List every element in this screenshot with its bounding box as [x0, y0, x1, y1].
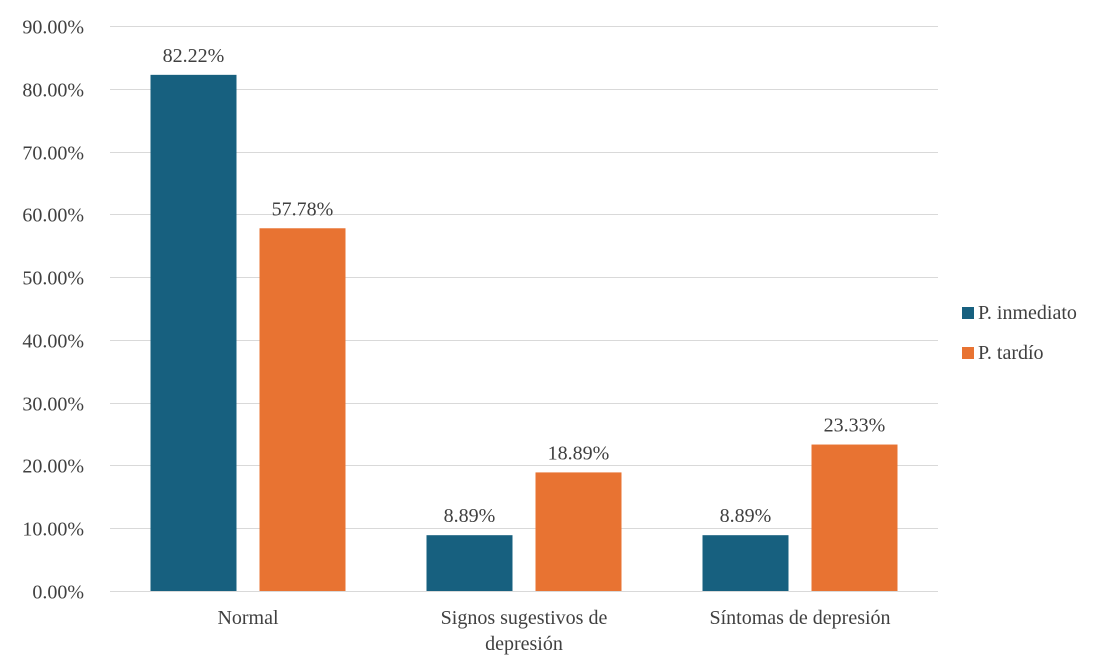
y-tick-label: 20.00%: [22, 456, 84, 478]
y-tick-label: 50.00%: [22, 268, 84, 290]
bar-inmediato-1: [426, 535, 513, 591]
data-label: 82.22%: [163, 45, 225, 67]
y-tick-label: 40.00%: [22, 331, 84, 353]
legend: P. inmediato P. tardío: [962, 300, 1077, 380]
x-tick-label: Signos sugestivos de depresión: [441, 607, 608, 655]
data-label: 8.89%: [720, 505, 772, 527]
y-tick-label: 90.00%: [22, 17, 84, 39]
bar-tardio-0: [259, 228, 346, 591]
y-axis-ticks: 0.00% 10.00% 20.00% 30.00% 40.00% 50.00% 60.00…: [22, 17, 84, 604]
legend-item-series-1: P. tardío: [962, 340, 1077, 366]
bar-inmediato-0: [150, 74, 237, 591]
legend-label-series-1: P. tardío: [978, 341, 1044, 364]
y-tick-label: 60.00%: [22, 205, 84, 227]
legend-swatch-series-1: [962, 347, 974, 359]
data-label: 8.89%: [444, 505, 496, 527]
legend-swatch-series-0: [962, 307, 974, 319]
data-label: 23.33%: [824, 415, 886, 437]
legend-item-series-0: P. inmediato: [962, 300, 1077, 326]
bar-tardio-2: [811, 444, 898, 591]
bars: [150, 74, 898, 591]
x-axis-ticks: Normal Signos sugestivos de depresión Sínto…: [217, 607, 890, 655]
data-label: 57.78%: [272, 198, 334, 220]
legend-label-series-0: P. inmediato: [978, 301, 1077, 324]
x-tick-label: Síntomas de depresión: [709, 607, 890, 629]
gridlines: [110, 26, 938, 592]
y-tick-label: 80.00%: [22, 80, 84, 102]
bar-tardio-1: [535, 472, 622, 591]
data-labels: 82.22% 57.78% 8.89% 18.89% 8.89% 23.33%: [163, 45, 886, 527]
y-tick-label: 30.00%: [22, 394, 84, 416]
y-tick-label: 10.00%: [22, 519, 84, 541]
x-tick-label: Normal: [217, 607, 279, 629]
bar-inmediato-2: [702, 535, 789, 591]
y-tick-label: 0.00%: [32, 582, 84, 604]
y-tick-label: 70.00%: [22, 143, 84, 165]
data-label: 18.89%: [548, 442, 610, 464]
